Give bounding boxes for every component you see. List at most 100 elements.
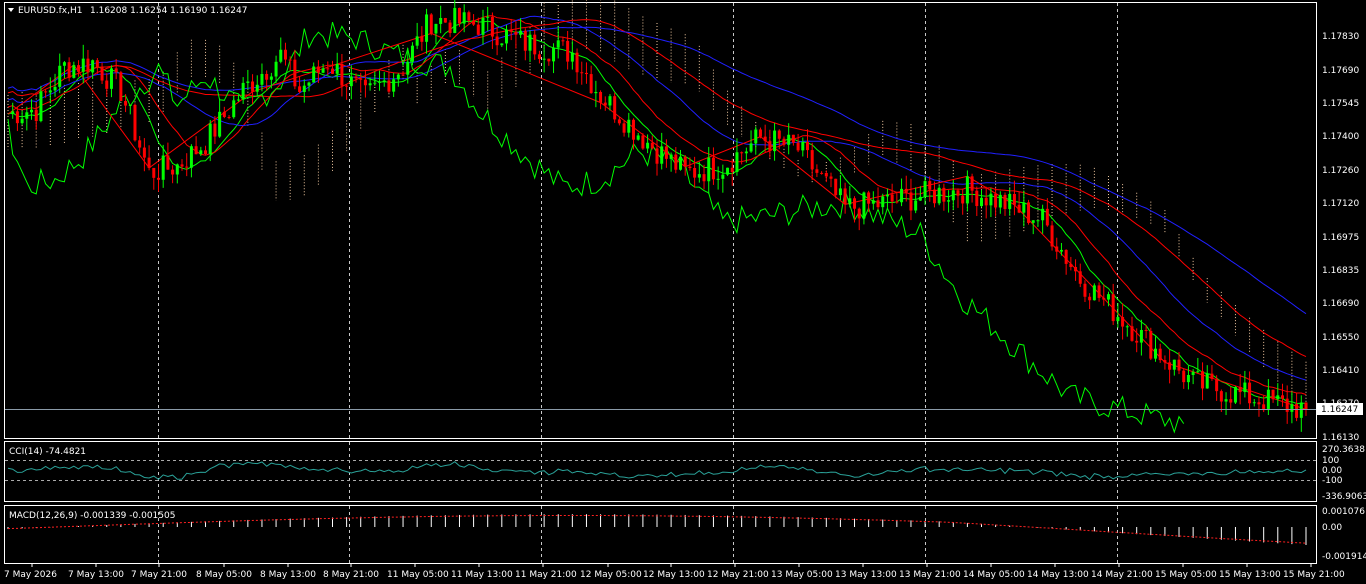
candle-body xyxy=(824,172,828,177)
candle-body xyxy=(1271,389,1275,400)
candle-body xyxy=(895,201,899,203)
chart-menu-triangle-icon[interactable] xyxy=(8,8,14,12)
candle-body xyxy=(453,7,457,33)
candle-body xyxy=(152,167,156,178)
candle-body xyxy=(1191,371,1195,375)
candle-body xyxy=(646,142,650,149)
price-label: 1.16550 xyxy=(1322,333,1359,343)
candle-body xyxy=(194,146,198,155)
candle-body xyxy=(1186,374,1190,383)
macd-histogram xyxy=(7,514,1307,545)
candle-body xyxy=(669,154,673,159)
candle-body xyxy=(617,119,621,124)
candle-body xyxy=(928,181,932,190)
candle-body xyxy=(128,104,132,106)
candle-body xyxy=(1224,399,1228,402)
candle-body xyxy=(1135,340,1139,343)
candle-body xyxy=(39,91,43,122)
candle-body xyxy=(1280,395,1284,399)
candle-body xyxy=(185,166,189,168)
candle-body xyxy=(298,86,302,93)
candle-body xyxy=(805,141,809,151)
time-label: 14 May 13:00 xyxy=(1027,570,1089,580)
candle-body xyxy=(937,187,941,204)
candle-body xyxy=(241,82,245,100)
candle-body xyxy=(740,152,744,154)
candle-body xyxy=(904,188,908,193)
candle-body xyxy=(288,59,292,61)
candle-body xyxy=(1182,370,1186,383)
moving-average-line xyxy=(7,20,1307,405)
candle-body xyxy=(1158,348,1162,361)
candle-body xyxy=(48,90,52,93)
candle-body xyxy=(791,134,795,143)
price-label: 1.16690 xyxy=(1322,299,1359,309)
candle-body xyxy=(25,112,29,119)
candle-body xyxy=(1078,271,1082,284)
candle-body xyxy=(109,68,113,89)
candle-body xyxy=(44,91,48,93)
candle-body xyxy=(1125,326,1129,328)
candle-body xyxy=(204,150,208,155)
candle-body xyxy=(890,194,894,202)
symbol-label: EURUSD.fx,H1 xyxy=(18,6,82,16)
candle-body xyxy=(1003,194,1007,209)
candle-body xyxy=(1149,330,1153,359)
price-label: 1.17120 xyxy=(1322,199,1359,209)
candle-body xyxy=(909,192,913,211)
candle-body xyxy=(1262,404,1266,411)
candle-body xyxy=(570,52,574,62)
moving-averages xyxy=(7,15,1307,405)
candle-body xyxy=(900,188,904,203)
candle-body xyxy=(641,135,645,149)
time-label: 13 May 13:00 xyxy=(835,570,897,580)
candle-body xyxy=(1022,202,1026,213)
time-label: 7 May 21:00 xyxy=(131,570,187,580)
candle-body xyxy=(523,30,527,51)
candle-body xyxy=(608,96,612,106)
candle-body xyxy=(434,23,438,34)
candle-body xyxy=(15,111,19,124)
candle-body xyxy=(382,80,386,82)
candle-body xyxy=(359,78,363,80)
candle-body xyxy=(1064,249,1068,264)
candle-body xyxy=(227,117,231,119)
time-label: 7 May 2026 xyxy=(4,570,57,580)
candle-body xyxy=(613,96,617,120)
candle-body xyxy=(1111,294,1115,322)
candle-body xyxy=(810,150,814,170)
candle-body xyxy=(1238,387,1242,393)
time-label: 13 May 05:00 xyxy=(771,570,833,580)
candle-body xyxy=(500,43,504,46)
candle-body xyxy=(853,198,857,209)
price-label: 1.17400 xyxy=(1322,132,1359,142)
candle-body xyxy=(307,82,311,86)
candle-body xyxy=(1299,402,1303,418)
candle-body xyxy=(269,76,273,80)
candle-body xyxy=(142,147,146,158)
candle-body xyxy=(1102,297,1106,300)
candle-body xyxy=(1210,373,1214,379)
macd-panel-frame xyxy=(4,505,1317,564)
candle-body xyxy=(1266,389,1270,411)
candle-body xyxy=(1041,208,1045,221)
candle-body xyxy=(1116,317,1120,322)
candle-body xyxy=(1285,398,1289,412)
candle-body xyxy=(627,119,631,133)
candle-body xyxy=(11,111,15,115)
time-label: 7 May 13:00 xyxy=(68,570,124,580)
candle-body xyxy=(702,174,706,182)
candle-body xyxy=(401,74,405,76)
candle-body xyxy=(537,54,541,60)
time-label: 8 May 05:00 xyxy=(196,570,252,580)
price-label: 1.16410 xyxy=(1322,366,1359,376)
candle-body xyxy=(1215,378,1219,392)
price-panel-frame xyxy=(4,2,1317,439)
candle-body xyxy=(283,49,287,60)
candle-body xyxy=(961,195,965,204)
candle-body xyxy=(335,63,339,74)
price-label: 1.17545 xyxy=(1322,99,1359,109)
candle-body xyxy=(265,73,269,80)
candle-body xyxy=(95,60,99,68)
